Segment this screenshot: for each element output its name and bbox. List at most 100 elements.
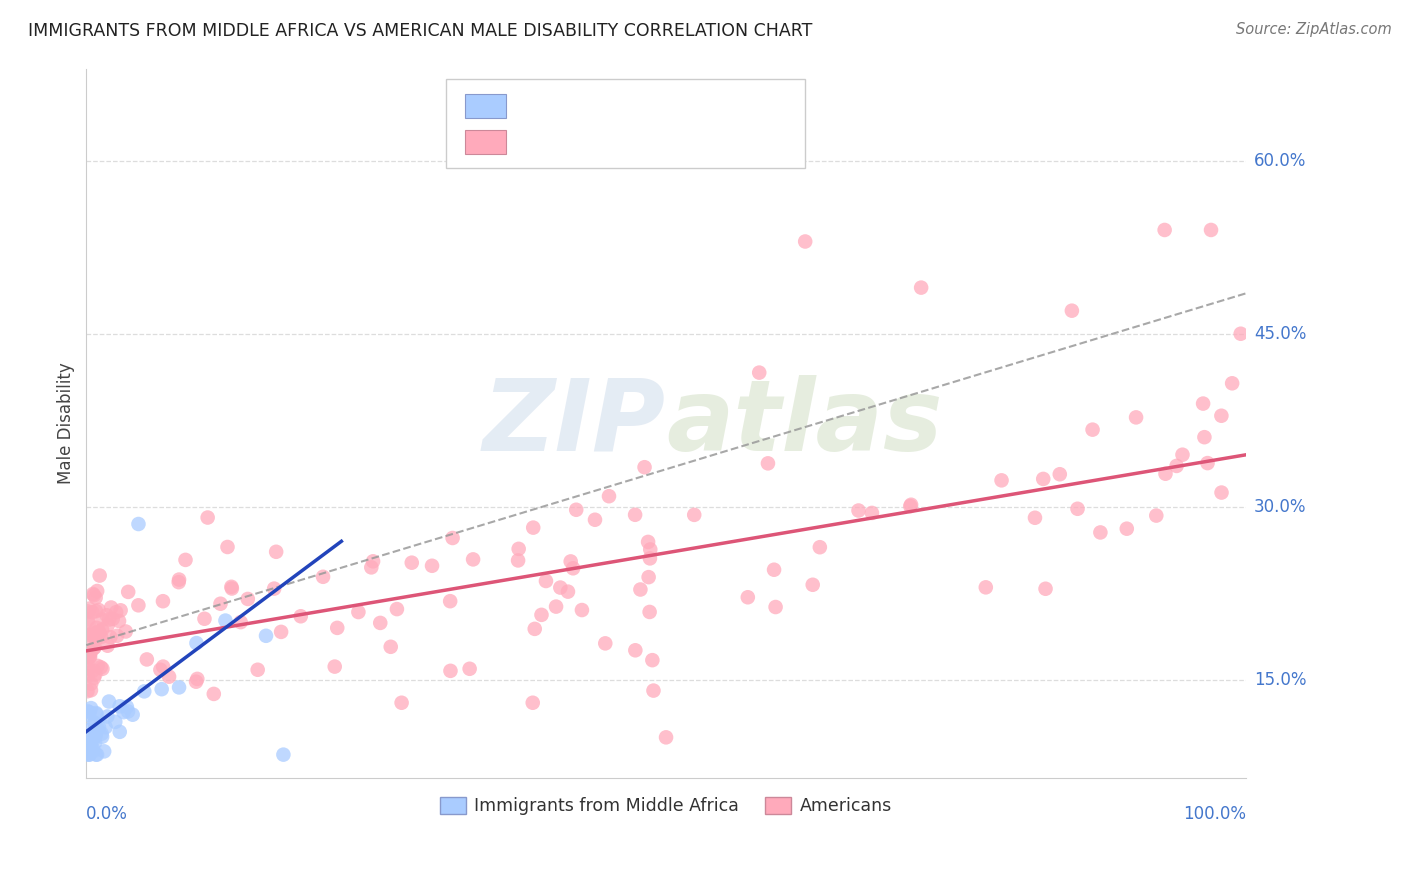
Point bbox=[508, 541, 530, 556]
Point bbox=[217, 540, 239, 554]
Point bbox=[683, 508, 706, 522]
Point bbox=[385, 602, 408, 616]
Point bbox=[79, 646, 101, 660]
Point bbox=[79, 649, 101, 664]
Legend: Immigrants from Middle Africa, Americans: Immigrants from Middle Africa, Americans bbox=[433, 789, 900, 822]
Point bbox=[77, 747, 100, 762]
Point bbox=[633, 460, 655, 475]
Point bbox=[97, 639, 120, 653]
Point bbox=[420, 558, 443, 573]
Point bbox=[401, 556, 423, 570]
Point bbox=[1220, 376, 1243, 391]
Point bbox=[550, 581, 572, 595]
Point bbox=[77, 616, 100, 631]
Point bbox=[97, 694, 120, 708]
Point bbox=[910, 280, 932, 294]
Point bbox=[380, 640, 402, 654]
Point bbox=[641, 653, 664, 667]
Point bbox=[90, 630, 112, 644]
Point bbox=[101, 612, 124, 626]
Point bbox=[77, 646, 100, 660]
Point bbox=[193, 612, 215, 626]
Point bbox=[860, 506, 883, 520]
Text: 100.0%: 100.0% bbox=[1182, 805, 1246, 823]
Point bbox=[108, 699, 131, 714]
Point bbox=[1049, 467, 1071, 482]
Point bbox=[84, 706, 107, 720]
Point bbox=[80, 626, 103, 640]
Point bbox=[1115, 522, 1137, 536]
Point bbox=[105, 629, 128, 643]
Point bbox=[202, 687, 225, 701]
Point bbox=[544, 599, 567, 614]
Point bbox=[87, 720, 110, 734]
Point bbox=[79, 706, 101, 720]
Text: R =: R = bbox=[522, 134, 562, 153]
Point bbox=[87, 603, 110, 617]
Point bbox=[1153, 223, 1175, 237]
Point bbox=[186, 672, 208, 686]
Point bbox=[246, 663, 269, 677]
Point bbox=[624, 508, 647, 522]
Point bbox=[765, 600, 787, 615]
Point bbox=[76, 684, 98, 698]
Point bbox=[157, 670, 180, 684]
Point bbox=[848, 503, 870, 517]
Text: Source: ZipAtlas.com: Source: ZipAtlas.com bbox=[1236, 22, 1392, 37]
Point bbox=[900, 498, 922, 512]
Point bbox=[90, 660, 112, 674]
Point bbox=[91, 623, 114, 637]
Point bbox=[82, 733, 104, 747]
Point bbox=[174, 553, 197, 567]
Point bbox=[221, 580, 243, 594]
Text: 45.0%: 45.0% bbox=[1254, 325, 1306, 343]
Point bbox=[990, 474, 1012, 488]
Point bbox=[167, 573, 190, 587]
Point bbox=[82, 587, 104, 601]
Point bbox=[76, 604, 98, 618]
Point bbox=[86, 626, 108, 640]
Point bbox=[98, 630, 121, 644]
Point bbox=[1166, 458, 1188, 473]
Point bbox=[76, 657, 98, 671]
Point bbox=[643, 683, 665, 698]
Point bbox=[458, 662, 481, 676]
Text: 0.398: 0.398 bbox=[558, 96, 617, 116]
Point bbox=[270, 624, 292, 639]
Point bbox=[593, 636, 616, 650]
Point bbox=[135, 652, 157, 666]
Text: 30.0%: 30.0% bbox=[1254, 498, 1306, 516]
Point bbox=[83, 641, 105, 656]
Point bbox=[91, 662, 114, 676]
Point bbox=[80, 701, 103, 715]
Point bbox=[1035, 582, 1057, 596]
Text: N =: N = bbox=[643, 96, 685, 116]
Point bbox=[76, 747, 98, 761]
Text: IMMIGRANTS FROM MIDDLE AFRICA VS AMERICAN MALE DISABILITY CORRELATION CHART: IMMIGRANTS FROM MIDDLE AFRICA VS AMERICA… bbox=[28, 22, 813, 40]
Point bbox=[737, 591, 759, 605]
Point bbox=[91, 613, 114, 627]
Point bbox=[461, 552, 484, 566]
Point bbox=[1199, 223, 1222, 237]
Point bbox=[84, 736, 107, 750]
Point bbox=[97, 618, 120, 632]
Point bbox=[361, 554, 384, 568]
Point bbox=[439, 664, 461, 678]
Point bbox=[290, 609, 312, 624]
Point bbox=[112, 705, 135, 719]
Text: 60.0%: 60.0% bbox=[1254, 152, 1306, 169]
Point bbox=[84, 747, 107, 762]
Y-axis label: Male Disability: Male Disability bbox=[58, 362, 75, 484]
Point bbox=[80, 683, 103, 698]
Point bbox=[347, 605, 370, 619]
Point bbox=[108, 614, 131, 628]
Point bbox=[86, 722, 108, 736]
Point bbox=[523, 622, 546, 636]
Point bbox=[197, 510, 219, 524]
Point bbox=[763, 563, 786, 577]
Point bbox=[127, 516, 149, 531]
Point bbox=[506, 553, 529, 567]
Point bbox=[808, 540, 831, 554]
Point bbox=[1032, 472, 1054, 486]
Point bbox=[127, 599, 149, 613]
